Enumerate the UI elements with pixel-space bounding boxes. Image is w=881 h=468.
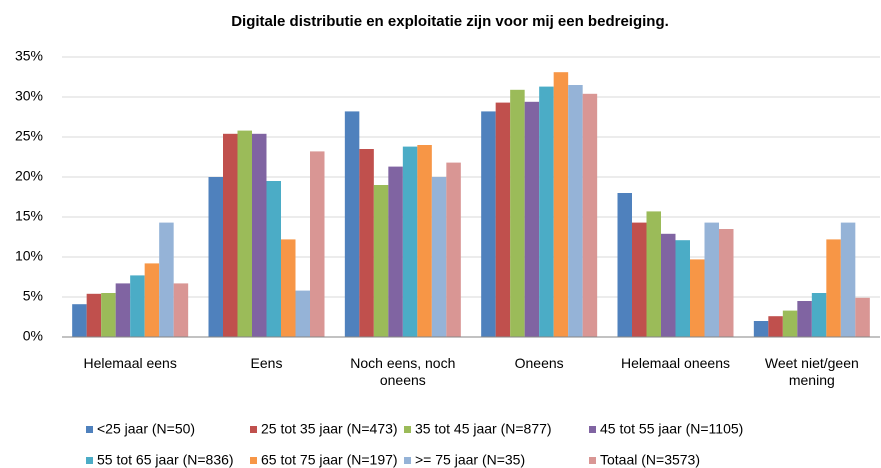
bar (782, 310, 798, 337)
bar (704, 222, 719, 337)
bar (446, 162, 461, 337)
bar (281, 239, 296, 337)
y-tick-label: 10% (15, 248, 43, 264)
bar (359, 149, 374, 337)
bar (753, 321, 769, 337)
y-tick-label: 35% (15, 48, 43, 64)
bar (431, 177, 447, 337)
y-tick-label: 30% (15, 88, 43, 104)
bar (719, 229, 734, 337)
bar (223, 133, 238, 337)
bar (402, 146, 418, 337)
bar (539, 86, 554, 337)
bar (208, 177, 223, 337)
bar (295, 290, 310, 337)
bar (159, 222, 174, 337)
legend-swatch (404, 426, 411, 433)
y-tick-label: 20% (15, 168, 43, 184)
bar (266, 181, 281, 337)
legend-label: 65 tot 75 jaar (N=197) (261, 452, 398, 468)
bar (661, 233, 676, 337)
bar (388, 166, 403, 337)
legend-label: 35 tot 45 jaar (N=877) (415, 421, 552, 437)
bar (553, 72, 569, 337)
bar (495, 102, 511, 337)
x-tick-label: Weet niet/geen mening (764, 355, 859, 388)
bar (72, 304, 87, 337)
bar (568, 85, 583, 337)
bar (646, 211, 661, 337)
y-tick-label: 15% (15, 208, 43, 224)
legend-label: >= 75 jaar (N=35) (415, 452, 525, 468)
bar (768, 316, 783, 337)
bar (690, 259, 705, 337)
bar (840, 222, 856, 337)
bar (811, 293, 827, 337)
bar (481, 111, 496, 338)
bar (173, 283, 189, 337)
bar (417, 145, 432, 337)
bar (510, 89, 525, 337)
bar (237, 130, 252, 337)
bar (101, 293, 116, 337)
bar (855, 297, 870, 337)
y-tick-label: 0% (23, 328, 43, 344)
x-tick-label: Helemaal oneens (621, 355, 730, 371)
y-tick-label: 25% (15, 128, 43, 144)
bar (86, 293, 102, 337)
legend-label: 45 tot 55 jaar (N=1105) (600, 421, 743, 437)
chart-title: Digitale distributie en exploitatie zijn… (231, 13, 669, 30)
bar (130, 275, 145, 337)
bar (632, 222, 647, 337)
bar (373, 185, 389, 337)
bar (115, 283, 131, 337)
legend-swatch (250, 426, 257, 433)
legend-swatch (86, 426, 93, 433)
x-tick-label: Noch eens, noch oneens (350, 355, 456, 388)
bar (524, 101, 540, 337)
legend-label: <25 jaar (N=50) (97, 421, 195, 437)
bar (617, 193, 632, 337)
bar (252, 133, 267, 337)
bar (675, 240, 690, 337)
legend-swatch (86, 457, 93, 464)
legend-swatch (250, 457, 257, 464)
bar (310, 151, 325, 337)
bar (797, 301, 812, 337)
bar (144, 263, 160, 337)
legend-swatch (589, 426, 596, 433)
bar (344, 111, 360, 338)
y-tick-label: 5% (23, 288, 43, 304)
legend-label: 55 tot 65 jaar (N=836) (97, 452, 234, 468)
bar (826, 239, 841, 337)
legend-swatch (589, 457, 596, 464)
bar (582, 93, 598, 337)
legend-label: Totaal (N=3573) (600, 452, 700, 468)
x-tick-label: Helemaal eens (83, 355, 177, 371)
x-tick-label: Oneens (514, 355, 564, 371)
legend-label: 25 tot 35 jaar (N=473) (261, 421, 398, 437)
legend-swatch (404, 457, 411, 464)
x-tick-label: Eens (250, 355, 283, 371)
